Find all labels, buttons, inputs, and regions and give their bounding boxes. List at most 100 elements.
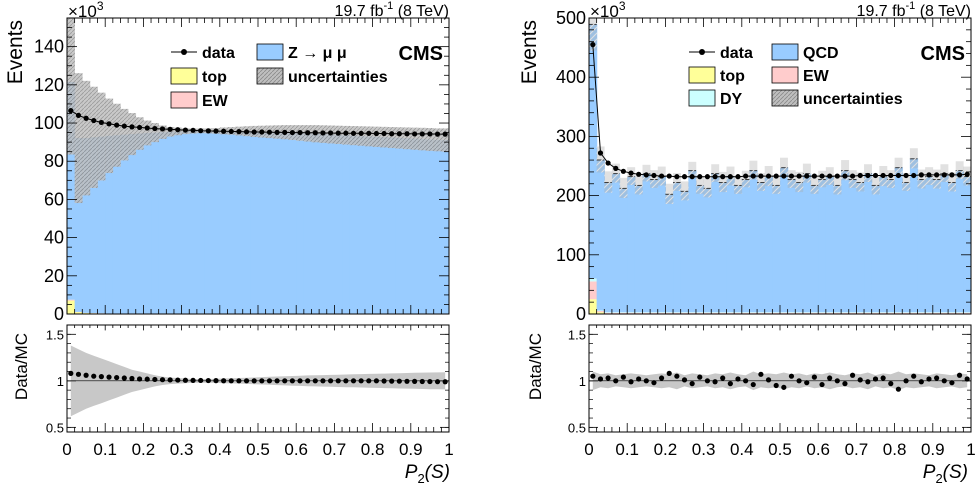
data-point [788, 173, 795, 179]
x-tick-label: 0.3 [170, 440, 194, 459]
uncertainty-band [886, 170, 895, 188]
ew-bar [856, 312, 865, 314]
data-point [651, 172, 657, 179]
uncertainty-band [634, 175, 643, 195]
uncertainty-band [589, 18, 597, 51]
x-tick-label: 0 [584, 440, 593, 459]
data-point [320, 130, 326, 136]
ratio-point [620, 374, 626, 380]
uncertainty-band [772, 176, 781, 194]
uncertainty-band [105, 98, 114, 174]
ratio-point [350, 378, 357, 384]
y-tick-label: 500 [556, 8, 586, 28]
right-panel: 0 0.1 0.2 0.3 0.4 0.5 0.6 0.7 0.8 0.9 1 0 100 200 300 4… [518, 0, 976, 486]
main-bar [940, 173, 949, 313]
data-point [934, 172, 940, 178]
dy-bar [917, 312, 926, 313]
ratio-point [312, 378, 318, 384]
dy-bar [818, 312, 827, 313]
ratio-point [911, 373, 917, 379]
legend-label: QCD [803, 45, 839, 62]
ratio-point [941, 378, 947, 384]
ratio-point [949, 380, 955, 386]
data-point [735, 174, 741, 180]
data-point [865, 172, 871, 179]
uncertainty-band [372, 126, 381, 147]
dy-bar [627, 312, 636, 313]
ratio-point [819, 381, 825, 388]
ratio-point [419, 378, 425, 385]
ew-bar [795, 312, 804, 314]
uncertainty-shade [703, 178, 712, 198]
uncertainty-band [112, 103, 121, 167]
main-bar [589, 23, 598, 279]
uncertainty-shade [757, 173, 766, 191]
dy-bar [841, 312, 850, 313]
ratio-point [266, 378, 273, 384]
uncertainty-shade [673, 173, 681, 191]
uncertainty-band [955, 161, 964, 180]
main-bar [902, 181, 911, 313]
uncertainty-shade [948, 172, 957, 192]
dy-bar [665, 312, 674, 313]
data-point [681, 174, 688, 180]
y-tick-label: 120 [34, 75, 64, 95]
ratio-point [849, 372, 856, 378]
uncertainty-band [151, 123, 159, 143]
ratio-point [796, 378, 802, 384]
ew-bar [680, 312, 689, 314]
lumi-sup: -1 [383, 0, 393, 12]
ew-bar [802, 312, 812, 314]
data-point [205, 128, 211, 134]
ew-bar [734, 312, 743, 314]
ew-bar [749, 312, 758, 314]
x-tick-label: 0.8 [361, 440, 385, 459]
dy-bar [764, 312, 773, 313]
x-axis-label: P2(S) [923, 462, 968, 486]
ratio-point [720, 375, 726, 381]
data-point [221, 128, 227, 134]
uncertainty-shade [589, 18, 597, 51]
ratio-point [743, 378, 749, 384]
dy-bar [749, 312, 758, 313]
data-point [781, 173, 787, 179]
data-point [129, 124, 135, 130]
x-tick-label: 0.5 [246, 440, 270, 459]
x-tick-label: 0.9 [921, 440, 945, 459]
legend-entry: QCD [771, 43, 839, 62]
ratio-axis-label: Data/MC [526, 333, 545, 400]
main-bar [833, 184, 842, 313]
data-point [819, 173, 825, 179]
data-point [167, 126, 173, 132]
main-bar [749, 170, 758, 313]
dy-bar [810, 312, 819, 313]
uncertainty-band [143, 120, 152, 146]
uncertainty-band [135, 117, 144, 150]
uncertainty-shade [718, 171, 727, 193]
y-tick-label: 60 [44, 189, 64, 209]
legend-entry: Z → μ μ [256, 43, 347, 62]
data-point [68, 108, 74, 114]
dy-bar [619, 312, 628, 313]
uncertainty-shade [695, 176, 704, 194]
ratio-point [228, 378, 234, 384]
ew-bar [871, 312, 880, 314]
dy-bar [711, 312, 720, 313]
uncertainty-band [395, 127, 404, 149]
main-bar [258, 131, 267, 314]
data-point [628, 170, 634, 176]
ratio-point [872, 376, 879, 382]
data-point [136, 124, 143, 131]
uncertainty-band [403, 127, 412, 150]
data-point [666, 173, 672, 179]
uncertainty-shade [780, 157, 788, 177]
data-point [727, 174, 733, 180]
dy-bar [589, 278, 598, 282]
x-tick-label: 0.5 [768, 440, 792, 459]
dy-bar [894, 312, 903, 313]
data-point [857, 172, 863, 179]
uncertainty-band [441, 128, 449, 152]
y-tick-label: 400 [556, 67, 586, 87]
uncertainty-shade [894, 157, 903, 177]
